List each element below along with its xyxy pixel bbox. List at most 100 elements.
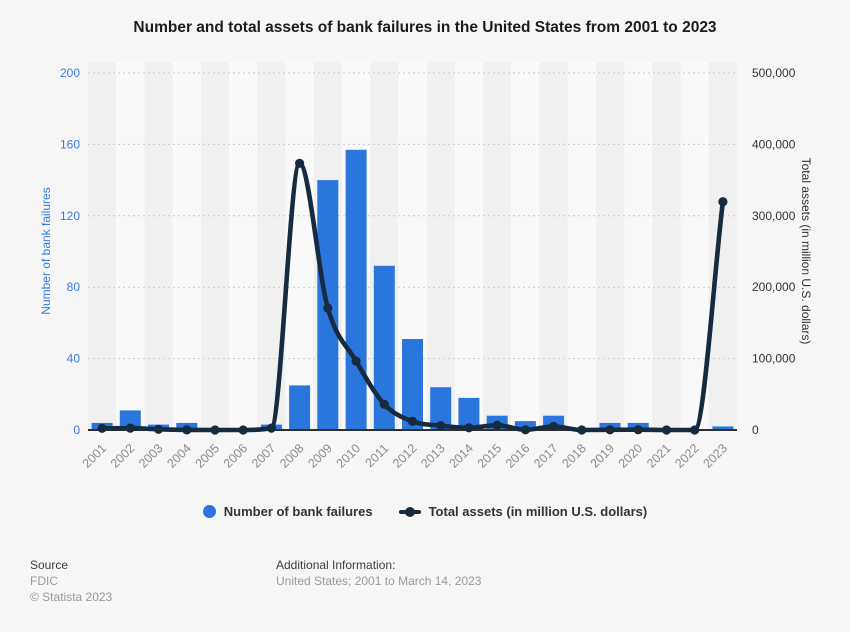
chart-title: Number and total assets of bank failures… bbox=[133, 19, 717, 36]
left-tick-label: 120 bbox=[60, 209, 80, 223]
legend-label-bank-failures: Number of bank failures bbox=[223, 504, 373, 519]
year-band-2015 bbox=[483, 62, 512, 430]
line-point-2001 bbox=[97, 423, 107, 433]
left-tick-label: 0 bbox=[73, 423, 80, 437]
bar-2011 bbox=[373, 265, 395, 430]
year-band-2002 bbox=[116, 62, 145, 430]
bar-2002 bbox=[119, 410, 141, 430]
year-band-2016 bbox=[511, 62, 540, 430]
left-axis-title: Number of bank failures bbox=[39, 187, 53, 315]
legend-item-bank-failures[interactable]: Number of bank failures bbox=[202, 504, 373, 519]
year-band-2005 bbox=[200, 62, 230, 430]
line-series-swatch-icon bbox=[398, 506, 421, 517]
year-band-2021 bbox=[652, 62, 681, 430]
line-point-2004 bbox=[182, 425, 192, 435]
bar-2008 bbox=[289, 385, 311, 430]
footer-additional-block: Additional Information: United States; 2… bbox=[276, 557, 481, 589]
line-point-2003 bbox=[153, 424, 164, 434]
x-tick-label-2022: 2022 bbox=[672, 441, 702, 471]
bar-2010 bbox=[345, 149, 367, 431]
left-tick-label: 80 bbox=[67, 280, 81, 294]
x-tick-label-2021: 2021 bbox=[644, 441, 674, 471]
line-point-2020 bbox=[633, 425, 643, 435]
year-band-2006 bbox=[229, 62, 258, 430]
year-band-2003 bbox=[144, 62, 173, 430]
right-tick-label: 100,000 bbox=[752, 352, 796, 366]
year-band-2001 bbox=[88, 62, 117, 430]
x-tick-label-2010: 2010 bbox=[334, 441, 364, 471]
x-tick-label-2003: 2003 bbox=[136, 441, 166, 471]
bar-2013 bbox=[430, 387, 452, 430]
line-point-2005 bbox=[210, 425, 220, 435]
legend-label-total-assets: Total assets (in million U.S. dollars) bbox=[428, 504, 648, 519]
line-point-2021 bbox=[661, 425, 672, 435]
line-point-2015 bbox=[492, 420, 502, 430]
right-tick-label: 500,000 bbox=[752, 66, 796, 80]
source-label: Source bbox=[30, 558, 69, 572]
x-tick-label-2011: 2011 bbox=[363, 441, 392, 470]
x-tick-label-2019: 2019 bbox=[588, 441, 618, 471]
line-point-2009 bbox=[323, 303, 333, 313]
year-band-2017 bbox=[539, 62, 568, 430]
left-tick-label: 200 bbox=[60, 66, 80, 80]
x-tick-label-2006: 2006 bbox=[221, 441, 251, 471]
line-point-2006 bbox=[238, 425, 248, 435]
x-tick-label-2016: 2016 bbox=[503, 441, 533, 471]
x-tick-label-2002: 2002 bbox=[108, 441, 138, 471]
line-series-dot-icon bbox=[404, 506, 415, 517]
line-point-2014 bbox=[464, 423, 474, 433]
line-point-2018 bbox=[577, 425, 587, 435]
bar-2012 bbox=[402, 339, 423, 430]
year-band-2020 bbox=[624, 62, 653, 430]
x-tick-label-2020: 2020 bbox=[616, 441, 646, 471]
additional-info-label: Additional Information: bbox=[276, 558, 396, 572]
line-point-2007 bbox=[266, 423, 276, 433]
year-band-2014 bbox=[454, 62, 484, 430]
bar-2023 bbox=[712, 426, 734, 430]
year-band-2019 bbox=[595, 62, 625, 430]
line-point-2016 bbox=[520, 425, 531, 435]
x-tick-label-2005: 2005 bbox=[193, 441, 223, 471]
bar-2014 bbox=[458, 397, 480, 430]
year-band-2004 bbox=[172, 62, 201, 430]
left-tick-label: 40 bbox=[67, 352, 81, 366]
right-axis-title: Total assets (in million U.S. dollars) bbox=[799, 157, 813, 345]
line-point-2008 bbox=[295, 158, 305, 168]
source-value[interactable]: FDIC bbox=[30, 574, 58, 588]
x-tick-label-2009: 2009 bbox=[305, 441, 335, 471]
right-tick-label: 0 bbox=[752, 423, 759, 437]
x-tick-label-2012: 2012 bbox=[390, 441, 420, 471]
right-tick-label: 200,000 bbox=[752, 280, 796, 294]
footer-source-block: Source FDIC © Statista 2023 bbox=[30, 557, 112, 605]
chart-plot: 0 40 80 120 160 200 0 100,000 200,000 300,000 400,… bbox=[59, 62, 796, 471]
year-band-2023 bbox=[708, 62, 737, 430]
year-band-2018 bbox=[567, 62, 596, 430]
x-tick-label-2013: 2013 bbox=[418, 441, 448, 471]
legend: Number of bank failures Total assets (in… bbox=[0, 504, 850, 519]
line-point-2012 bbox=[407, 416, 418, 426]
copyright: © Statista 2023 bbox=[30, 590, 113, 604]
right-tick-label: 300,000 bbox=[752, 209, 796, 223]
x-tick-label-2017: 2017 bbox=[531, 441, 561, 471]
left-tick-label: 160 bbox=[60, 137, 80, 151]
x-tick-label-2008: 2008 bbox=[277, 441, 307, 471]
line-point-2011 bbox=[379, 399, 389, 409]
line-point-2023 bbox=[718, 197, 728, 207]
line-point-2017 bbox=[549, 421, 559, 431]
bar-series-swatch-icon bbox=[202, 505, 216, 518]
x-tick-label-2023: 2023 bbox=[700, 441, 730, 471]
legend-item-total-assets[interactable]: Total assets (in million U.S. dollars) bbox=[398, 504, 648, 519]
line-point-2022 bbox=[690, 425, 700, 435]
right-tick-label: 400,000 bbox=[752, 137, 796, 151]
x-tick-label-2001: 2001 bbox=[80, 441, 110, 471]
line-point-2002 bbox=[125, 423, 135, 433]
x-tick-label-2015: 2015 bbox=[475, 441, 505, 471]
x-tick-label-2007: 2007 bbox=[249, 441, 279, 471]
x-tick-label-2018: 2018 bbox=[559, 441, 589, 471]
line-point-2010 bbox=[351, 356, 361, 366]
additional-info-value: United States; 2001 to March 14, 2023 bbox=[276, 574, 482, 588]
line-point-2013 bbox=[436, 421, 446, 431]
x-tick-label-2004: 2004 bbox=[164, 441, 194, 471]
line-point-2019 bbox=[605, 425, 615, 435]
